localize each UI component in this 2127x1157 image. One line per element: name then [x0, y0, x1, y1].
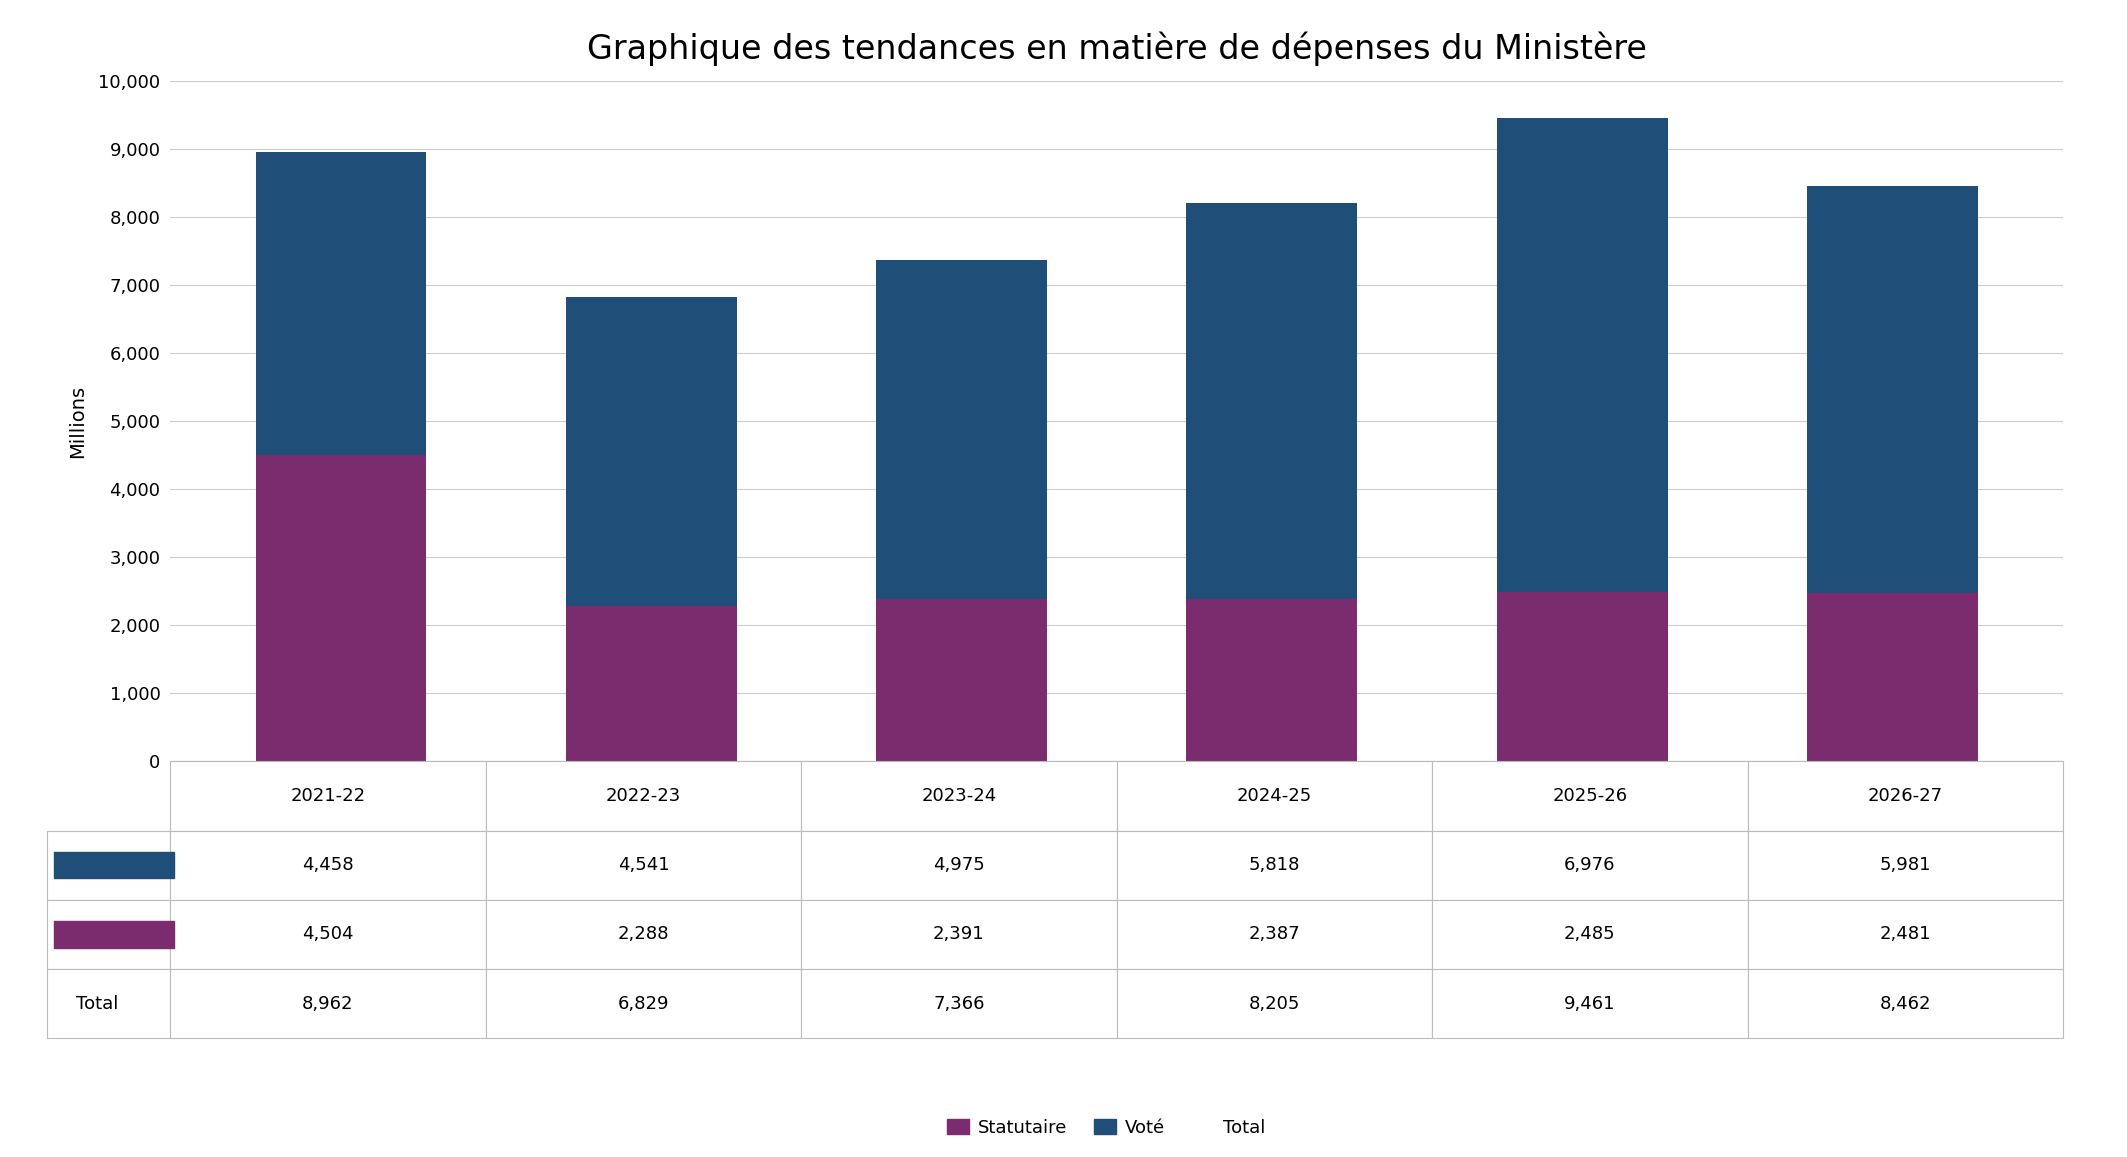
Bar [1497, 592, 1668, 761]
Bar [876, 598, 1046, 761]
Bar [566, 296, 736, 605]
Bar [566, 605, 736, 761]
Bar [1187, 599, 1357, 761]
Bar [876, 260, 1046, 598]
Bar [1497, 118, 1668, 592]
Bar [53, 852, 174, 878]
Bar [1808, 185, 1978, 592]
Bar [53, 921, 174, 948]
Bar [1808, 592, 1978, 761]
Bar [255, 455, 425, 761]
Legend: Statutaire, Voté, Total: Statutaire, Voté, Total [942, 1113, 1270, 1142]
Bar [1187, 204, 1357, 599]
Title: Graphique des tendances en matière de dépenses du Ministère: Graphique des tendances en matière de dé… [587, 31, 1646, 66]
Bar [255, 152, 425, 455]
Y-axis label: Millions: Millions [68, 384, 87, 458]
